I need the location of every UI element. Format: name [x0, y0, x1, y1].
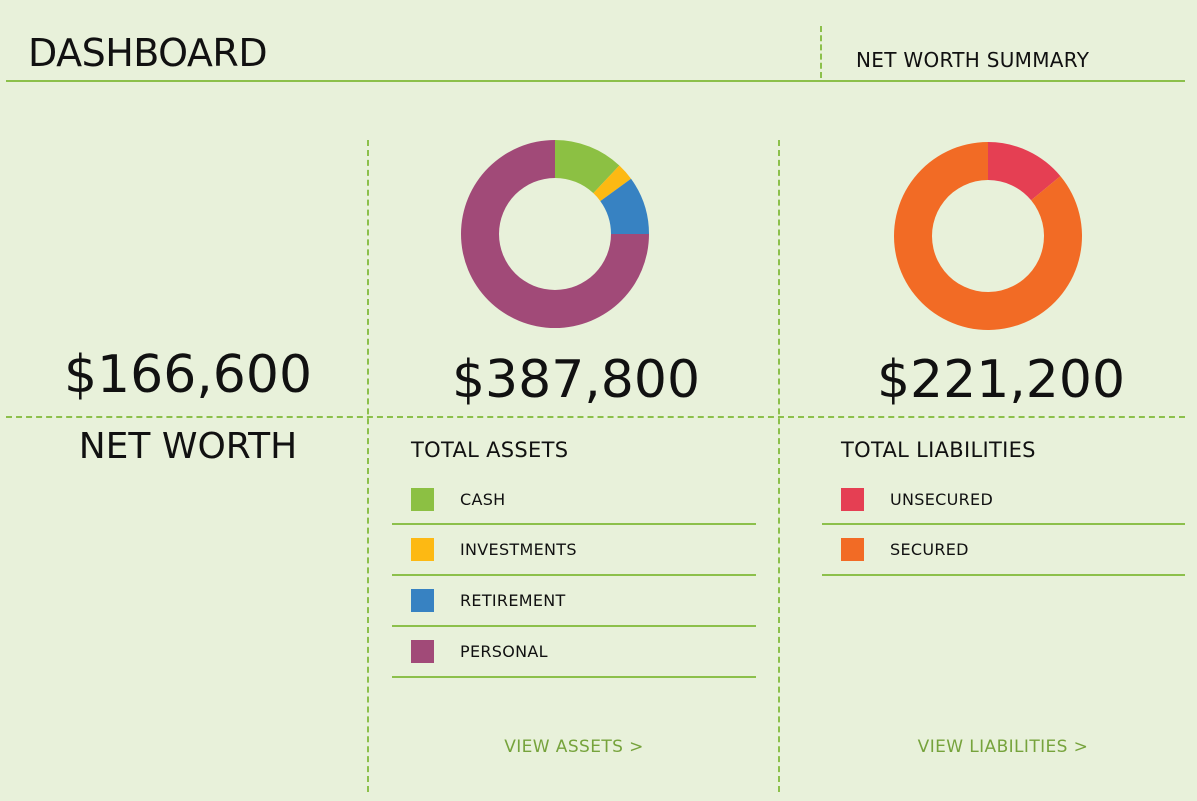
- legend-item-unsecured: UNSECURED: [822, 475, 1185, 525]
- liabilities-donut-chart: [894, 142, 1082, 330]
- assets-legend: CASH INVESTMENTS RETIREMENT PERSONAL: [392, 475, 756, 678]
- assets-total: $387,800: [451, 350, 701, 410]
- page-title: DASHBOARD: [28, 31, 268, 75]
- legend-label: PERSONAL: [460, 642, 548, 661]
- header-rule: [6, 80, 1185, 82]
- cash-swatch: [411, 487, 434, 511]
- legend-item-cash: CASH: [392, 475, 756, 525]
- summary-title: NET WORTH SUMMARY: [856, 48, 1090, 72]
- legend-label: CASH: [460, 489, 506, 509]
- legend-item-secured: SECURED: [822, 525, 1185, 576]
- assets-slice-cash: [555, 140, 620, 194]
- legend-item-retirement: RETIREMENT: [392, 576, 756, 627]
- legend-label: UNSECURED: [890, 489, 994, 509]
- column-divider-1: [367, 140, 369, 792]
- view-assets-link[interactable]: VIEW ASSETS >: [504, 737, 644, 757]
- liabilities-legend: UNSECURED SECURED: [822, 475, 1185, 576]
- unsecured-swatch: [841, 487, 864, 511]
- personal-swatch: [411, 640, 434, 663]
- liabilities-total: $221,200: [876, 350, 1126, 410]
- net-worth-label: NET WORTH: [78, 426, 298, 467]
- row-divider: [6, 416, 1185, 418]
- liabilities-slice-secured: [894, 142, 1082, 330]
- legend-item-personal: PERSONAL: [392, 627, 756, 678]
- assets-slice-retirement: [600, 178, 649, 234]
- net-worth-value: $166,600: [63, 345, 313, 405]
- liabilities-label: TOTAL LIABILITIES: [841, 438, 1036, 462]
- legend-item-investments: INVESTMENTS: [392, 525, 756, 576]
- assets-slice-personal: [461, 140, 649, 328]
- header-divider: [820, 26, 822, 78]
- legend-label: INVESTMENTS: [460, 540, 577, 559]
- column-divider-2: [778, 140, 780, 792]
- retirement-swatch: [411, 589, 434, 612]
- secured-swatch: [841, 538, 864, 561]
- assets-label: TOTAL ASSETS: [411, 438, 569, 462]
- assets-slice-investments: [593, 165, 632, 202]
- investments-swatch: [411, 538, 434, 561]
- assets-donut-chart: [461, 140, 649, 328]
- liabilities-slice-unsecured: [988, 142, 1061, 201]
- legend-label: SECURED: [890, 540, 969, 559]
- view-liabilities-link[interactable]: VIEW LIABILITIES >: [917, 737, 1089, 757]
- legend-label: RETIREMENT: [460, 591, 566, 610]
